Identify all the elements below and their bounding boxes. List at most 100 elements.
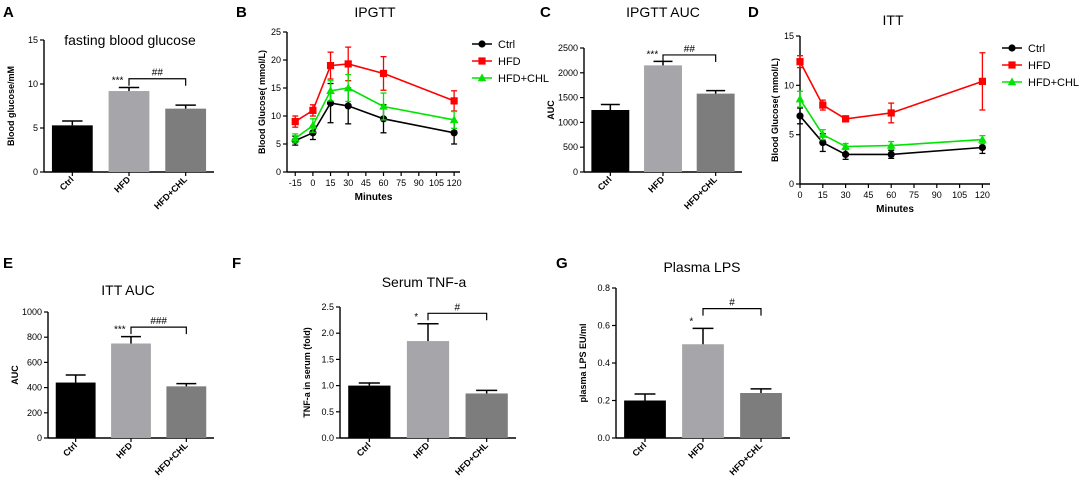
comparison-bracket — [662, 54, 717, 62]
category-label: HFD — [646, 174, 667, 195]
category-label: Ctrl — [355, 440, 373, 458]
y-tick-label: 10 — [28, 79, 38, 89]
significance-star: *** — [112, 76, 124, 87]
y-axis-label: Blood Glucose( mmol/L) — [770, 58, 780, 162]
y-tick-label: 0.4 — [597, 358, 610, 368]
legend-marker — [1007, 77, 1017, 86]
bar-hfd — [406, 341, 450, 438]
x-tick-label: 120 — [447, 178, 462, 188]
panel-title: fasting blood glucose — [64, 32, 196, 48]
comparison-bracket — [128, 78, 187, 86]
significance-hash: # — [729, 298, 735, 309]
x-tick-label: 45 — [361, 178, 371, 188]
category-label: HFD+CHL — [727, 440, 764, 477]
y-tick-label: 5 — [276, 139, 281, 149]
y-tick-label: 200 — [27, 408, 42, 418]
comparison-bracket — [427, 312, 488, 321]
y-tick-label: 1.0 — [321, 381, 334, 391]
series-hfd — [796, 52, 986, 124]
significance-hash: ## — [684, 44, 696, 55]
legend-entry: Ctrl — [498, 39, 515, 51]
x-tick-label: 75 — [396, 178, 406, 188]
y-tick-label: 0.5 — [321, 407, 334, 417]
x-tick-label: 0 — [310, 178, 315, 188]
panel-title: Serum TNF-a — [382, 274, 467, 290]
category-label: HFD — [411, 440, 432, 461]
x-tick-label: 75 — [909, 190, 919, 200]
comparison-bracket — [130, 326, 187, 335]
data-point — [886, 141, 896, 149]
data-point — [309, 106, 317, 114]
y-tick-label: 800 — [27, 332, 42, 342]
data-point — [842, 150, 850, 158]
bar-ctrl — [55, 382, 96, 438]
y-axis-label: Blood glucose/mM — [6, 66, 16, 146]
panel-label: F — [232, 255, 241, 272]
category-label: HFD+CHL — [682, 174, 719, 211]
series-ctrl — [796, 107, 987, 160]
data-point — [978, 143, 987, 152]
data-point — [379, 69, 388, 78]
y-tick-label: 0 — [33, 167, 38, 177]
y-axis-label: AUC — [546, 100, 556, 120]
category-label: HFD — [686, 440, 707, 461]
bar-ctrl — [51, 125, 93, 172]
legend-marker — [478, 40, 486, 48]
bar-hfd-chl — [696, 93, 735, 172]
y-tick-label: 15 — [784, 31, 794, 41]
y-tick-label: 5 — [33, 123, 38, 133]
y-tick-label: 5 — [789, 130, 794, 140]
comparison-bracket — [702, 308, 762, 316]
category-label: Ctrl — [630, 440, 648, 458]
y-tick-label: 1000 — [558, 117, 578, 127]
bar-ctrl — [348, 385, 391, 438]
x-tick-label: 60 — [886, 190, 896, 200]
bar-hfd — [644, 65, 682, 172]
x-tick-label: 45 — [863, 190, 873, 200]
x-tick-label: 30 — [343, 178, 353, 188]
bar-hfd — [108, 91, 150, 172]
data-point — [819, 138, 827, 147]
bar-hfd-chl — [165, 108, 207, 172]
y-tick-label: 0 — [573, 167, 578, 177]
x-tick-label: 15 — [818, 190, 828, 200]
x-tick-label: 0 — [797, 190, 802, 200]
y-tick-label: 1500 — [558, 93, 578, 103]
series-hfd-chl — [290, 73, 459, 144]
data-point — [290, 133, 300, 142]
significance-star: *** — [647, 49, 659, 60]
data-point — [344, 60, 352, 68]
x-tick-label: 60 — [378, 178, 388, 188]
y-tick-label: 0 — [37, 433, 42, 443]
data-point — [450, 97, 458, 105]
category-label: HFD — [114, 440, 135, 461]
significance-hash: ### — [150, 316, 167, 327]
legend-marker — [1008, 44, 1016, 52]
x-tick-label: 30 — [841, 190, 851, 200]
category-label: Ctrl — [596, 174, 614, 192]
category-label: HFD+CHL — [453, 440, 490, 477]
panel-title: ITT AUC — [101, 282, 154, 298]
y-tick-label: 2000 — [558, 68, 578, 78]
data-point — [326, 86, 335, 94]
panel-label: E — [3, 255, 13, 272]
data-point — [308, 121, 318, 129]
panel-e: E ITT AUC 0 200 400 600 800 1000 AUC Ctrl HFD HFD+C… — [3, 255, 214, 477]
y-axis-label: plasma LPS EU/ml — [578, 323, 588, 402]
y-tick-label: 0 — [789, 179, 794, 189]
panel-label: G — [556, 255, 568, 272]
y-tick-label: 20 — [271, 55, 281, 65]
data-point — [795, 94, 805, 103]
significance-hash: ## — [152, 68, 164, 79]
panel-label: B — [236, 4, 247, 21]
series-line — [294, 102, 455, 142]
x-tick-label: 90 — [414, 178, 424, 188]
y-tick-label: 0.0 — [597, 433, 610, 443]
y-tick-label: 2.0 — [321, 328, 334, 338]
y-tick-label: 0.8 — [597, 283, 610, 293]
y-tick-label: 500 — [563, 142, 578, 152]
bar-hfd — [111, 343, 151, 438]
y-tick-label: 600 — [27, 357, 42, 367]
x-tick-label: 120 — [975, 190, 990, 200]
panel-c: C IPGTT AUC 0 500 1000 1500 2000 2500 AUC Ctrl HFD… — [540, 4, 742, 211]
